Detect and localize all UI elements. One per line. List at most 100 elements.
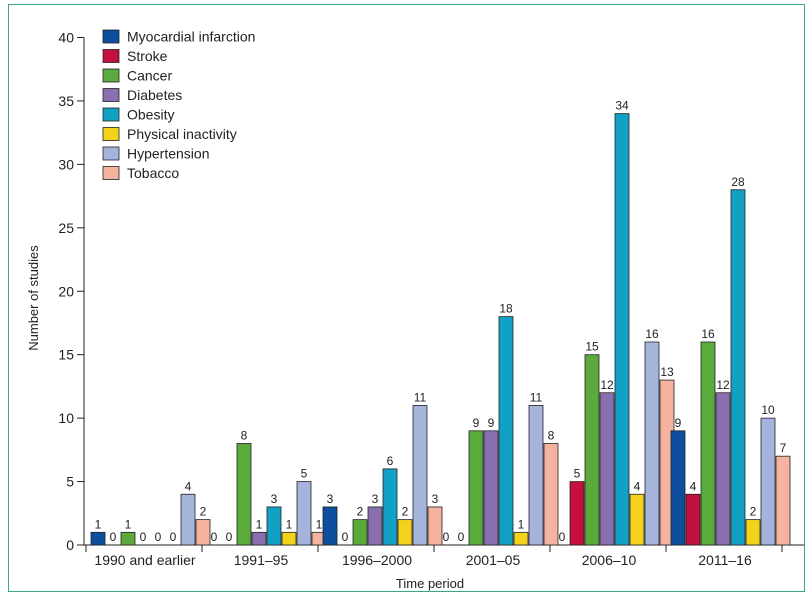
y-tick-label: 10: [58, 410, 74, 426]
legend-item: Tobacco: [102, 165, 179, 181]
bar-value-label: 5: [301, 467, 308, 481]
bar-value-label: 0: [140, 530, 147, 544]
bar-value-label: 12: [600, 378, 614, 392]
legend-item: Stroke: [102, 48, 168, 64]
y-tick-label: 20: [58, 283, 74, 299]
bar-value-label: 2: [200, 505, 207, 519]
bar: [700, 341, 716, 546]
bar-value-label: 4: [185, 479, 192, 493]
bar-value-label: 3: [432, 492, 439, 506]
bar: [397, 519, 413, 546]
bar-value-label: 16: [701, 327, 715, 341]
bar: [569, 481, 585, 546]
bar-value-label: 0: [110, 530, 117, 544]
y-tick-label: 25: [58, 220, 74, 236]
legend-swatch: [102, 107, 120, 122]
bar-value-label: 1: [316, 517, 323, 531]
bar: [382, 468, 398, 546]
bar: [614, 113, 630, 546]
bar: [281, 531, 297, 546]
legend-swatch: [102, 49, 120, 63]
x-axis: 1990 and earlier 1991–95 1996–2000 2001–05 2…: [84, 544, 804, 568]
bar-value-label: 34: [615, 99, 629, 113]
legend-item: Physical inactivity: [102, 126, 237, 142]
bar-value-label: 18: [499, 302, 513, 316]
bar-value-label: 8: [548, 429, 555, 443]
legend-swatch: [102, 88, 120, 102]
bar-value-label: 3: [372, 492, 379, 506]
bar-value-label: 11: [414, 390, 427, 404]
bar-value-label: 5: [574, 467, 581, 481]
bar: [367, 506, 383, 546]
bar: [760, 417, 776, 546]
bar: [180, 493, 196, 546]
bar-value-label: 7: [780, 441, 787, 455]
bar-value-label: 0: [443, 530, 450, 544]
bar-value-label: 4: [690, 479, 697, 493]
bar: [483, 430, 499, 546]
legend-swatch: [102, 29, 120, 44]
bar-value-label: 4: [634, 479, 641, 493]
bar-value-label: 3: [271, 492, 278, 506]
bar-value-label: 11: [530, 390, 543, 404]
bar: [120, 531, 136, 546]
figure-frame: [8, 4, 805, 592]
bar-value-label: 0: [170, 530, 177, 544]
bar: [745, 519, 761, 546]
bar: [296, 481, 312, 546]
legend-swatch: [102, 166, 120, 180]
bar: [730, 189, 746, 546]
y-tick-label: 40: [58, 30, 74, 46]
bar-value-label: 0: [155, 530, 162, 544]
category-group: 9 4 16 12 28 2 10 7: [670, 175, 791, 546]
legend-label: Cancer: [127, 68, 172, 84]
bar-value-label: 1: [256, 517, 263, 531]
bar: [629, 493, 645, 546]
bar: [251, 531, 267, 546]
y-axis-label: Number of studies: [26, 245, 41, 351]
legend-item: Diabetes: [102, 87, 182, 103]
bar-value-label: 2: [402, 505, 409, 519]
bar-value-label: 2: [750, 505, 757, 519]
bar-value-label: 10: [761, 403, 775, 417]
bar: [427, 506, 443, 546]
bar: [670, 430, 686, 546]
bar-value-label: 1: [286, 517, 293, 531]
legend-label: Tobacco: [127, 165, 179, 181]
x-axis-label: Time period: [396, 576, 464, 591]
bar: [412, 405, 428, 546]
bar: [322, 506, 338, 546]
legend-item: Obesity: [102, 107, 174, 123]
bar-value-label: 12: [716, 378, 730, 392]
bar-value-label: 0: [342, 530, 349, 544]
x-tick-label: 1990 and earlier: [94, 552, 196, 568]
legend-swatch: [102, 127, 120, 141]
bar-value-label: 9: [473, 416, 480, 430]
bar: [685, 493, 701, 546]
legend-item: Hypertension: [102, 146, 210, 162]
y-tick-label: 35: [58, 93, 74, 109]
bar-value-label: 13: [660, 365, 674, 379]
bar: [352, 519, 368, 546]
bar-value-label: 0: [458, 530, 465, 544]
x-tick-label: 1996–2000: [342, 552, 412, 568]
bar: [528, 405, 544, 546]
bar-value-label: 8: [241, 429, 248, 443]
bar-value-label: 1: [518, 517, 525, 531]
bar: [266, 506, 282, 546]
y-tick-label: 5: [66, 474, 74, 490]
legend-label: Hypertension: [127, 146, 210, 162]
bar: [90, 531, 106, 546]
bar: [236, 443, 252, 546]
x-tick-label: 2001–05: [466, 552, 521, 568]
category-group: 0 5 15 12 34 4 16 13: [559, 99, 675, 546]
bar: [599, 392, 615, 546]
bar: [543, 443, 559, 546]
bar-value-label: 6: [387, 454, 394, 468]
bar: [498, 316, 514, 546]
legend-label: Physical inactivity: [127, 126, 237, 142]
